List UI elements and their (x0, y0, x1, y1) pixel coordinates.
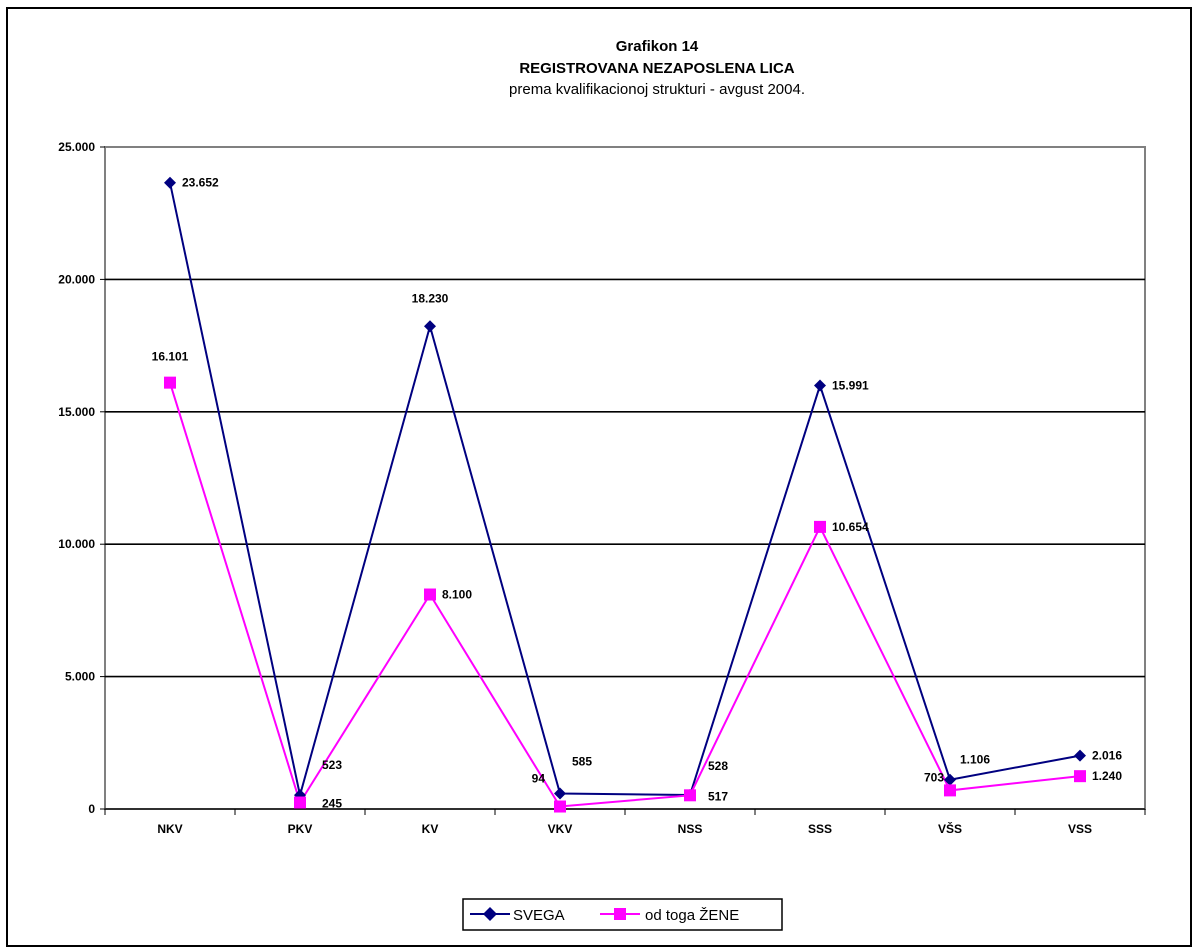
chart-title-line2: REGISTROVANA NEZAPOSLENA LICA (519, 60, 794, 77)
x-tick-label: NSS (678, 822, 703, 836)
data-label: 1.106 (960, 753, 990, 767)
x-tick-label: PKV (288, 822, 313, 836)
data-labels: 23.652 523 18.230 585 528 15.991 1.106 2.016 16.… (152, 176, 1123, 811)
x-tick-label: NKV (157, 822, 182, 836)
svega-point (164, 176, 176, 189)
chart-titles: Grafikon 14 REGISTROVANA NEZAPOSLENA LIC… (509, 38, 805, 98)
data-label: 585 (572, 755, 592, 769)
y-tick-label: 5.000 (65, 670, 95, 684)
x-tick-label: VKV (548, 822, 573, 836)
legend-zene-label: od toga ŽENE (645, 907, 739, 924)
data-label: 2.016 (1092, 749, 1122, 763)
y-axis-ticks: 0 5.000 10.000 15.000 20.000 25.000 (58, 140, 105, 816)
x-tick-label: VSS (1068, 822, 1092, 836)
x-axis-ticks: NKV PKV KV VKV NSS SSS VŠS VSS (104, 809, 1146, 836)
data-label: 703 (924, 770, 944, 784)
zene-point (814, 520, 826, 533)
series-markers (164, 176, 1086, 813)
series-line-svega (169, 182, 1081, 797)
y-tick-label: 25.000 (58, 140, 95, 154)
data-label: 523 (322, 758, 342, 772)
zene-point (164, 376, 176, 389)
plot-border (104, 146, 1146, 810)
legend-zene-marker (614, 908, 626, 920)
svega-point (424, 320, 436, 333)
svega-point (554, 787, 566, 800)
data-label: 18.230 (412, 291, 449, 305)
plot-area (104, 146, 1146, 810)
data-label: 245 (322, 797, 342, 811)
data-label: 23.652 (182, 176, 219, 190)
legend: SVEGA od toga ŽENE (462, 898, 783, 931)
zene-point (1074, 770, 1086, 783)
zene-point (424, 588, 436, 601)
svega-point (814, 379, 826, 392)
y-tick-label: 20.000 (58, 272, 95, 286)
data-label: 94 (532, 772, 546, 786)
data-label: 8.100 (442, 588, 472, 602)
legend-svega-marker (483, 907, 497, 921)
series-line-zene (169, 382, 1081, 808)
zene-point (684, 789, 696, 802)
svega-point (1074, 749, 1086, 762)
data-label: 517 (708, 789, 728, 803)
data-label: 15.991 (832, 379, 869, 393)
zene-point (294, 796, 306, 809)
svega-point (944, 773, 956, 786)
y-tick-label: 0 (88, 802, 95, 816)
chart-subtitle: prema kvalifikacionoj strukturi - avgust… (509, 81, 805, 98)
data-label: 1.240 (1092, 769, 1122, 783)
zene-point (944, 784, 956, 797)
y-tick-label: 10.000 (58, 537, 95, 551)
series-lines (169, 182, 1081, 808)
y-tick-label: 15.000 (58, 405, 95, 419)
data-label: 528 (708, 759, 728, 773)
zene-point (554, 800, 566, 813)
x-tick-label: KV (422, 822, 439, 836)
data-label: 10.654 (832, 520, 869, 534)
x-tick-label: SSS (808, 822, 832, 836)
data-label: 16.101 (152, 350, 189, 364)
x-tick-label: VŠS (938, 821, 962, 836)
legend-svega-label: SVEGA (513, 907, 565, 924)
chart-title: Grafikon 14 (616, 38, 699, 55)
